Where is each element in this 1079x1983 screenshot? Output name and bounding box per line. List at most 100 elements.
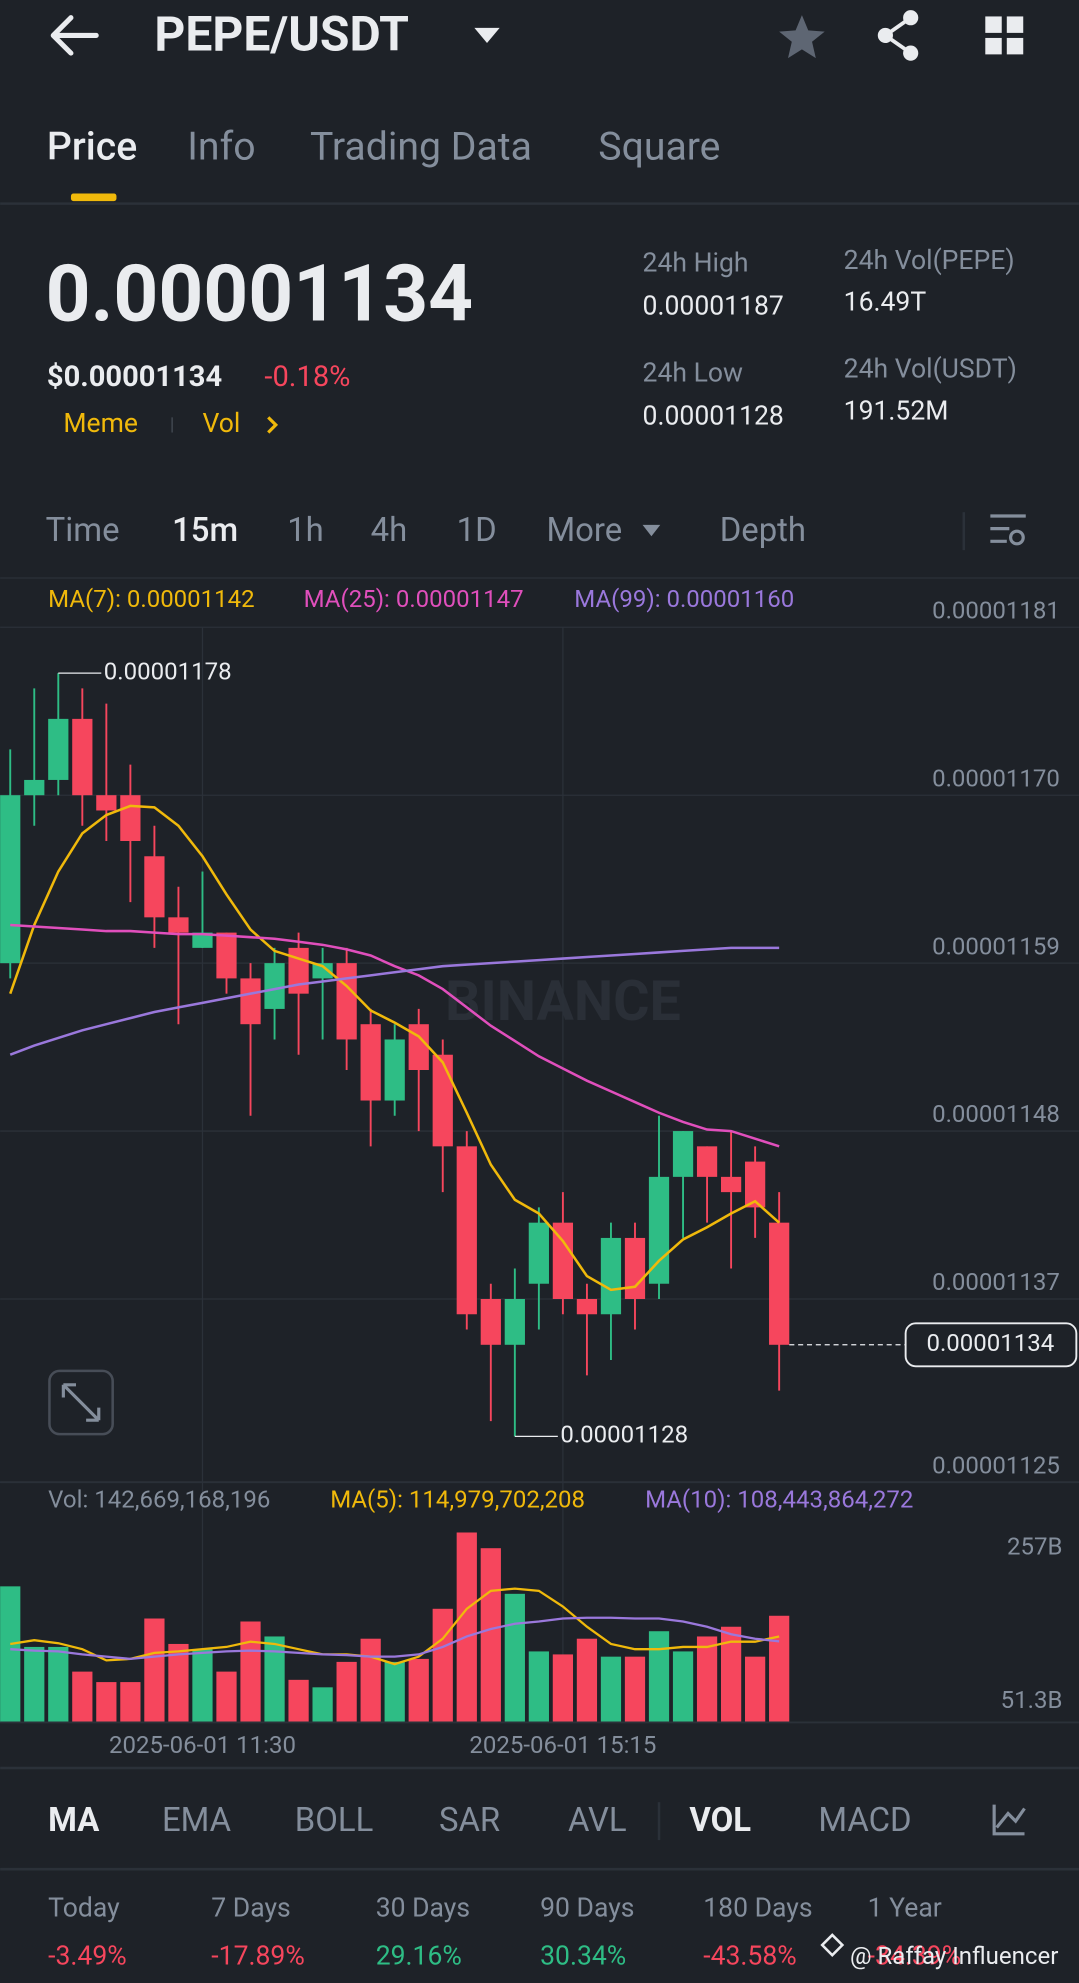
- price-change: -0.18%: [264, 360, 350, 394]
- volume-bar: [648, 1631, 670, 1723]
- volume-bar: [552, 1654, 574, 1723]
- candle-body: [600, 1237, 622, 1315]
- volume-bar: [672, 1651, 694, 1723]
- back-button[interactable]: [50, 15, 99, 56]
- indicator[interactable]: AVL: [568, 1801, 627, 1840]
- tab[interactable]: Price: [47, 124, 137, 170]
- period-change: 30.34%: [540, 1941, 626, 1972]
- ma-line: [9, 946, 780, 1056]
- indicator[interactable]: SAR: [439, 1801, 500, 1840]
- grid-cell: [985, 16, 1002, 33]
- candle-body: [312, 963, 333, 979]
- interval[interactable]: Time: [46, 511, 120, 550]
- legend-entry: MA(7): 0.00001142: [48, 585, 255, 613]
- period-change: -43.58%: [703, 1941, 796, 1972]
- chevron: [267, 416, 279, 434]
- y-tick-label: 0.00001125: [932, 1451, 1060, 1479]
- candle-body: [216, 932, 237, 979]
- volume-bar: [312, 1687, 333, 1723]
- candle-body: [264, 963, 285, 1009]
- candle-body: [120, 795, 141, 842]
- interval[interactable]: 15m: [172, 511, 238, 550]
- stat-value: 16.49T: [844, 287, 927, 318]
- volume-bar: [360, 1638, 381, 1723]
- indicator[interactable]: MACD: [818, 1801, 911, 1840]
- volume-bar: [168, 1643, 189, 1723]
- interval[interactable]: Depth: [720, 511, 806, 550]
- ma-line: [10, 923, 780, 1148]
- y-tick-label: 0.00001137: [932, 1268, 1060, 1296]
- tab[interactable]: Trading Data: [310, 124, 532, 170]
- period-label: 90 Days: [540, 1893, 634, 1924]
- y-tick-label: 257B: [1007, 1532, 1062, 1560]
- ui: Price Info Trading Data Square Time 15m 1h 4h 1D…: [46, 124, 962, 1972]
- share-button[interactable]: [877, 10, 919, 61]
- tag[interactable]: Meme: [63, 408, 138, 439]
- interval[interactable]: 4h: [371, 511, 408, 550]
- back-icon: [50, 15, 99, 56]
- interval[interactable]: 1D: [457, 511, 497, 550]
- period-label: 30 Days: [376, 1893, 470, 1924]
- volume-bar: [504, 1593, 525, 1723]
- grid-cell: [1006, 37, 1024, 55]
- tab-indicator: [70, 193, 117, 202]
- grid-menu[interactable]: [985, 16, 1024, 55]
- legend-entry: MA(10): 108,443,864,272: [645, 1486, 913, 1514]
- tag[interactable]: Vol: [202, 408, 240, 439]
- candle-body: [96, 795, 117, 811]
- candle-body: [552, 1222, 574, 1299]
- candle-body: [24, 779, 45, 796]
- legend-entry: Vol: 142,669,168,196: [48, 1486, 270, 1514]
- indicator[interactable]: VOL: [689, 1801, 751, 1840]
- favorite-star[interactable]: [779, 15, 825, 59]
- interval[interactable]: More: [546, 511, 622, 550]
- plot: BINANCE0.000011810.000011700.000011590.0…: [0, 585, 1079, 1759]
- share-link: [882, 16, 912, 55]
- y-tick-label: 51.3B: [1001, 1686, 1063, 1714]
- volume-ma-line: [10, 1616, 780, 1661]
- volume-bar: [576, 1638, 598, 1723]
- indicator-settings[interactable]: [992, 1804, 1026, 1836]
- candle-body: [456, 1146, 477, 1315]
- pair-title[interactable]: PEPE/USDT: [154, 6, 409, 63]
- volume-bar: [408, 1658, 429, 1723]
- volume-bar: [264, 1636, 285, 1723]
- candle-body: [745, 1161, 766, 1208]
- tab[interactable]: Info: [187, 124, 255, 170]
- candle-body: [0, 795, 21, 964]
- pair-dropdown[interactable]: [474, 27, 500, 43]
- period-label: 1 Year: [868, 1893, 942, 1924]
- candle-body: [48, 718, 69, 780]
- candle-body: [336, 963, 357, 1040]
- candle-body: [624, 1237, 646, 1299]
- volume-bar: [745, 1656, 766, 1723]
- indicator[interactable]: MA: [48, 1801, 99, 1840]
- candle-body: [720, 1176, 742, 1193]
- interval[interactable]: 1h: [287, 511, 324, 550]
- ma-line: [9, 804, 780, 1292]
- candle-body: [384, 1039, 405, 1101]
- indicator[interactable]: BOLL: [295, 1801, 374, 1840]
- indicator[interactable]: EMA: [162, 1801, 232, 1840]
- period-change: -3.49%: [48, 1941, 127, 1972]
- grid-cell: [985, 37, 1002, 55]
- chart-settings[interactable]: [990, 514, 1026, 546]
- candle-body: [769, 1222, 790, 1345]
- candle-body: [168, 917, 189, 933]
- tab[interactable]: Square: [598, 124, 720, 170]
- stat-value: 0.00001187: [643, 290, 784, 321]
- expand-button[interactable]: [48, 1369, 114, 1436]
- candle-body: [72, 718, 93, 796]
- candle-body: [672, 1131, 694, 1177]
- volume-bar: [24, 1646, 45, 1723]
- current-price-label: 0.00001134: [926, 1329, 1054, 1357]
- stat-label: 24h Vol(PEPE): [844, 245, 1015, 276]
- volume-bar: [0, 1586, 21, 1723]
- volume-bar: [456, 1532, 477, 1723]
- volume-bar: [624, 1656, 646, 1723]
- x-tick-label: 2025-06-01 11:30: [109, 1731, 296, 1759]
- candle-body: [144, 856, 165, 918]
- candle-body: [408, 1024, 429, 1070]
